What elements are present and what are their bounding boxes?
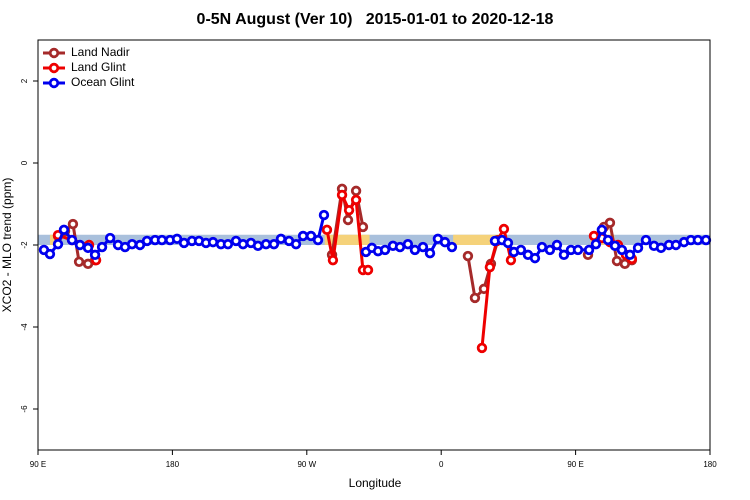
data-point bbox=[632, 242, 644, 254]
data-point bbox=[417, 241, 429, 253]
data-point bbox=[439, 236, 451, 248]
data-point bbox=[297, 230, 309, 242]
x-tick-label: 90 E bbox=[567, 460, 583, 469]
data-point bbox=[312, 234, 324, 246]
data-point bbox=[237, 238, 249, 250]
data-point bbox=[670, 239, 682, 251]
data-point bbox=[505, 254, 517, 266]
data-point bbox=[700, 234, 712, 246]
data-point bbox=[529, 252, 541, 264]
data-point bbox=[362, 264, 374, 276]
y-tick-label: -4 bbox=[20, 323, 29, 331]
legend-marker bbox=[48, 77, 60, 89]
data-point bbox=[692, 234, 704, 246]
data-point bbox=[583, 244, 595, 256]
data-point bbox=[462, 250, 474, 262]
data-point bbox=[260, 238, 272, 250]
y-tick-label: 0 bbox=[20, 160, 29, 165]
legend-marker bbox=[48, 47, 60, 59]
data-point bbox=[96, 241, 108, 253]
data-point bbox=[275, 233, 287, 245]
x-tick-label: 180 bbox=[703, 460, 717, 469]
data-point bbox=[342, 214, 354, 226]
data-point bbox=[611, 255, 623, 267]
legend-label: Land Glint bbox=[71, 60, 126, 74]
data-point bbox=[104, 232, 116, 244]
data-point bbox=[336, 189, 348, 201]
band bbox=[324, 234, 370, 245]
data-point bbox=[318, 209, 330, 221]
data-point bbox=[290, 238, 302, 250]
x-axis-label: Longitude bbox=[349, 476, 402, 490]
data-point bbox=[321, 224, 333, 236]
data-point bbox=[476, 342, 488, 354]
data-point bbox=[82, 242, 94, 254]
data-point bbox=[171, 233, 183, 245]
data-point bbox=[268, 238, 280, 250]
data-point bbox=[515, 244, 527, 256]
y-axis-label: XCO2 - MLO trend (ppm) bbox=[0, 178, 14, 313]
legend-label: Land Nadir bbox=[71, 45, 130, 59]
data-point bbox=[402, 238, 414, 250]
legend-marker bbox=[48, 62, 60, 74]
band bbox=[38, 234, 710, 245]
data-point bbox=[134, 239, 146, 251]
data-point bbox=[484, 261, 496, 273]
data-point bbox=[409, 244, 421, 256]
x-tick-label: 0 bbox=[439, 460, 444, 469]
data-point bbox=[602, 234, 614, 246]
y-tick-label: -6 bbox=[20, 405, 29, 413]
data-point bbox=[536, 241, 548, 253]
data-point bbox=[178, 237, 190, 249]
data-point bbox=[156, 234, 168, 246]
data-point bbox=[327, 254, 339, 266]
data-point bbox=[616, 244, 628, 256]
data-point bbox=[558, 249, 570, 261]
data-point bbox=[544, 244, 556, 256]
y-tick-label: -2 bbox=[20, 241, 29, 249]
data-point bbox=[350, 194, 362, 206]
data-point bbox=[640, 234, 652, 246]
data-point bbox=[590, 238, 602, 250]
data-point bbox=[74, 239, 86, 251]
data-point bbox=[498, 223, 510, 235]
data-point bbox=[67, 218, 79, 230]
data-point bbox=[73, 256, 85, 268]
chart-title: 0-5N August (Ver 10) 2015-01-01 to 2020-… bbox=[197, 11, 554, 28]
data-point bbox=[141, 235, 153, 247]
data-point bbox=[58, 224, 70, 236]
x-tick-label: 90 E bbox=[30, 460, 46, 469]
data-point bbox=[502, 237, 514, 249]
x-tick-label: 90 W bbox=[297, 460, 316, 469]
data-point bbox=[604, 217, 616, 229]
data-point bbox=[305, 230, 317, 242]
data-point bbox=[551, 239, 563, 251]
data-point bbox=[66, 234, 78, 246]
x-tick-label: 180 bbox=[166, 460, 180, 469]
plot-frame bbox=[37, 39, 711, 451]
data-point bbox=[207, 236, 219, 248]
data-point bbox=[394, 241, 406, 253]
data-point bbox=[424, 247, 436, 259]
data-point bbox=[572, 244, 584, 256]
data-point bbox=[343, 204, 355, 216]
legend-label: Ocean Glint bbox=[71, 75, 135, 89]
data-point bbox=[350, 185, 362, 197]
data-point bbox=[446, 241, 458, 253]
data-point bbox=[379, 244, 391, 256]
data-point bbox=[655, 242, 667, 254]
data-point bbox=[469, 292, 481, 304]
data-point bbox=[222, 238, 234, 250]
data-point bbox=[52, 238, 64, 250]
data-point bbox=[126, 238, 138, 250]
data-point bbox=[252, 240, 264, 252]
data-point bbox=[596, 224, 608, 236]
data-point bbox=[44, 248, 56, 260]
band bbox=[453, 234, 503, 245]
data-point bbox=[624, 249, 636, 261]
y-tick-label: 2 bbox=[20, 78, 29, 83]
data-point bbox=[89, 249, 101, 261]
